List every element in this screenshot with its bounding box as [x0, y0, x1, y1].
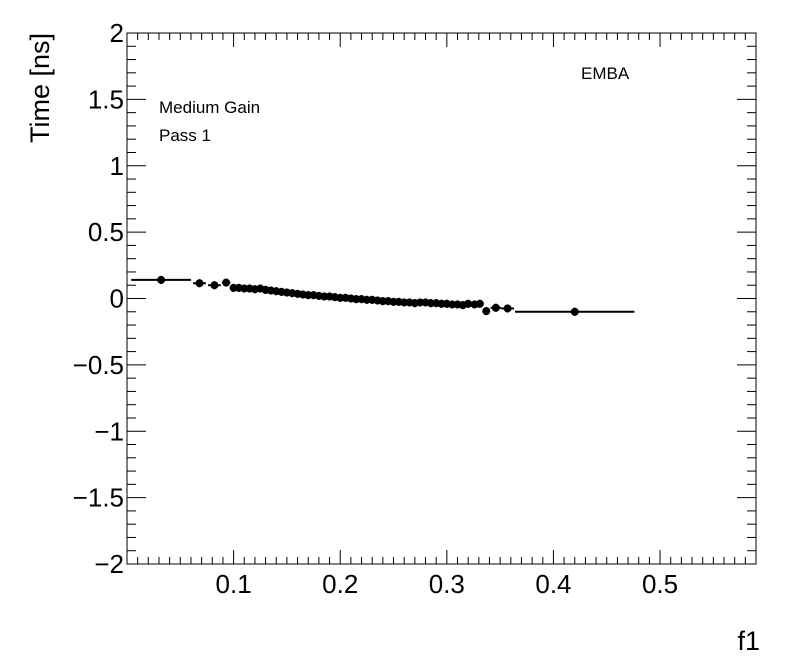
- x-tick-label: 0.2: [322, 569, 358, 599]
- annotation-partition: EMBA: [581, 64, 630, 83]
- y-axis-title: Time [ns]: [25, 33, 55, 143]
- data-point: [464, 299, 473, 308]
- y-tick-label: 0.5: [88, 217, 124, 247]
- y-tick-label: −1.5: [73, 483, 124, 513]
- plot-frame: [126, 32, 757, 565]
- y-tick-label: 1: [110, 151, 124, 181]
- y-tick-labels: −2 −1.5 −1 −0.5 0 0.5 1 1.5 2: [73, 18, 124, 579]
- x-tick-label: 0.3: [429, 569, 465, 599]
- data-point: [475, 299, 484, 308]
- data-points: [131, 275, 635, 316]
- data-point: [503, 304, 512, 313]
- data-point: [210, 281, 219, 290]
- data-point: [482, 307, 491, 316]
- x-tick-label: 0.5: [642, 569, 678, 599]
- annotation-gain: Medium Gain: [159, 98, 260, 117]
- x-tick-label: 0.4: [535, 569, 571, 599]
- x-tick-label: 0.1: [216, 569, 252, 599]
- y-tick-label: 2: [110, 18, 124, 48]
- y-tick-label: −0.5: [73, 350, 124, 380]
- data-point: [491, 303, 500, 312]
- data-point: [222, 278, 231, 287]
- data-point: [570, 307, 579, 316]
- x-axis-title: f1: [737, 626, 760, 656]
- data-point: [157, 275, 166, 284]
- annotation-pass: Pass 1: [159, 126, 211, 145]
- data-point: [195, 279, 204, 288]
- y-tick-label: 1.5: [88, 84, 124, 114]
- y-tick-label: −2: [94, 549, 124, 579]
- y-tick-label: −1: [94, 416, 124, 446]
- axis-frame-ticks: [127, 33, 756, 564]
- x-tick-labels: 0.1 0.2 0.3 0.4 0.5: [216, 569, 679, 599]
- y-tick-label: 0: [110, 284, 124, 314]
